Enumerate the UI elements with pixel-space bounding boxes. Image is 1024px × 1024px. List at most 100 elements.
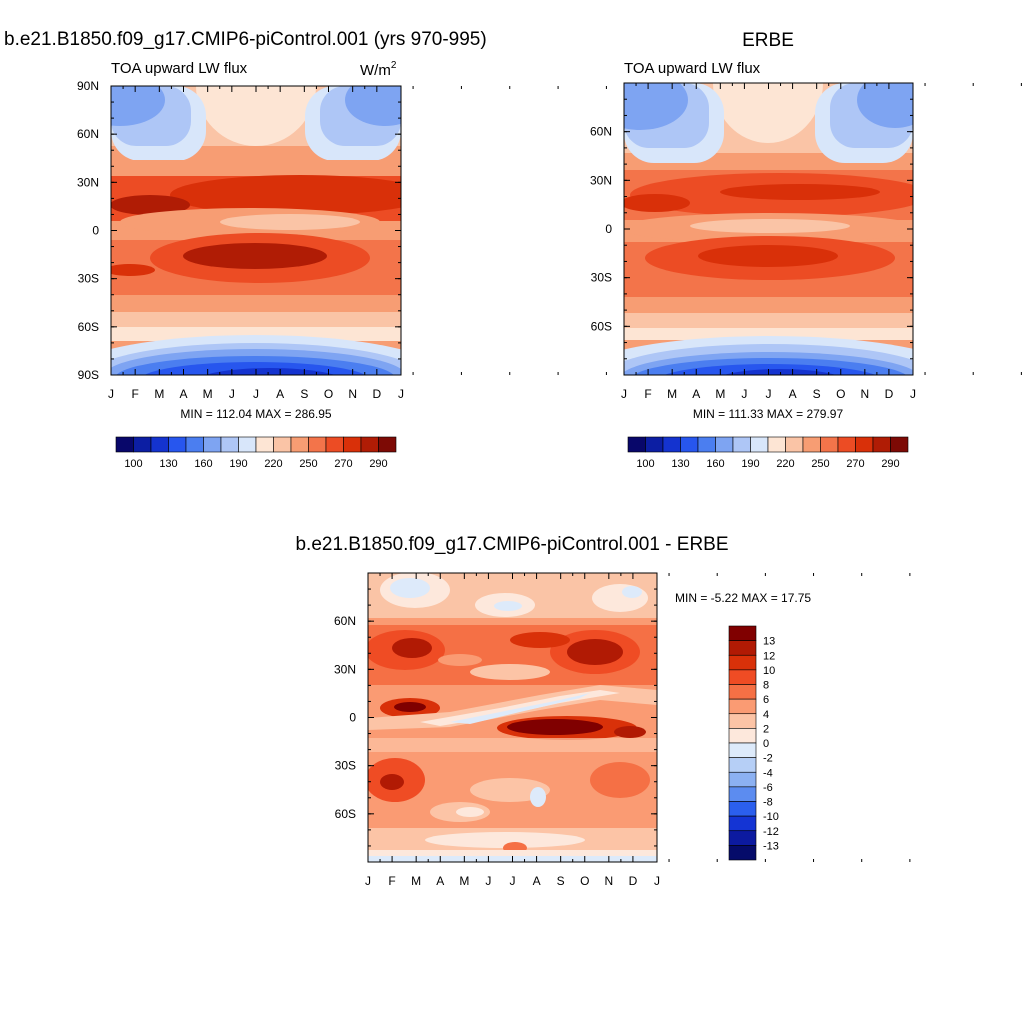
obs-colorbar-cell xyxy=(767,436,786,453)
obs-colorbar-cell xyxy=(645,436,664,453)
obs-colorbar-cell xyxy=(872,436,891,453)
diff-colorbar-label: 2 xyxy=(763,723,769,735)
model-x-tick-label: D xyxy=(372,387,381,401)
model-x-tick-label: M xyxy=(154,387,164,401)
model-colorbar-label: 270 xyxy=(334,458,352,470)
diff-x-tick-label: D xyxy=(629,874,638,888)
model-colorbar-cell xyxy=(378,436,397,453)
diff-x-tick-label: J xyxy=(365,874,371,888)
diff-colorbar-cell xyxy=(728,786,757,802)
diff-colorbar-cell xyxy=(728,742,757,758)
obs-x-tick-label: D xyxy=(885,387,894,401)
diff-colorbar-label: -4 xyxy=(763,767,773,779)
diff-colorbar-cell xyxy=(728,640,757,656)
model-colorbar-cell xyxy=(203,436,222,453)
model-colorbar-cell xyxy=(273,436,292,453)
obs-stats: MIN = 111.33 MAX = 279.97 xyxy=(693,407,844,421)
obs-x-tick-label: O xyxy=(836,387,845,401)
diff-colorbar-cell xyxy=(728,669,757,685)
model-colorbar-cell xyxy=(290,436,309,453)
diff-colorbar-cell xyxy=(728,757,757,773)
diff-colorbar-label: 6 xyxy=(763,694,769,706)
diff-x-tick-label: M xyxy=(459,874,469,888)
obs-x-tick-label: M xyxy=(667,387,677,401)
obs-subtitle: TOA upward LW flux xyxy=(624,60,761,77)
model-title: b.e21.B1850.f09_g17.CMIP6-piControl.001 … xyxy=(4,29,487,50)
obs-colorbar-cell xyxy=(820,436,839,453)
diff-colorbar-label: 13 xyxy=(763,636,775,648)
obs-colorbar-cell xyxy=(680,436,699,453)
model-x-tick-label: J xyxy=(229,387,235,401)
obs-y-tick-label: 60S xyxy=(591,319,612,333)
model-colorbar-cell xyxy=(325,436,344,453)
obs-axes: J F M A M J J A S O N D J 60N 30N 0 30S 60S xyxy=(590,82,1022,401)
model-colorbar-label: 220 xyxy=(264,458,282,470)
diff-colorbar-cell xyxy=(728,801,757,817)
diff-y-tick-label: 60N xyxy=(334,614,356,628)
obs-colorbar-cell xyxy=(662,436,681,453)
diff-x-tick-label: M xyxy=(411,874,421,888)
model-subtitle: TOA upward LW flux xyxy=(111,60,248,77)
obs-colorbar-cell xyxy=(837,436,856,453)
model-axes: J F M A M J J A S O N D J 90N 60N 30N 0 30S 60S 90S xyxy=(77,79,656,401)
model-x-tick-label: M xyxy=(203,387,213,401)
obs-colorbar-cell xyxy=(732,436,751,453)
obs-colorbar-label: 270 xyxy=(846,458,864,470)
model-colorbar-label: 190 xyxy=(229,458,247,470)
diff-axes: J F M A M J J A S O N D J 60N 30N 0 30S 60S xyxy=(334,572,911,888)
model-y-tick-label: 60S xyxy=(78,320,99,334)
diff-y-tick-label: 0 xyxy=(349,711,356,725)
diff-colorbar-cell xyxy=(728,830,757,846)
obs-colorbar-label: 250 xyxy=(811,458,829,470)
model-x-tick-label: S xyxy=(300,387,308,401)
obs-x-tick-label: J xyxy=(741,387,747,401)
diff-colorbar-label: 12 xyxy=(763,650,775,662)
diff-colorbar-cell xyxy=(728,728,757,744)
diff-colorbar-label: -10 xyxy=(763,811,779,823)
model-x-tick-label: N xyxy=(348,387,357,401)
model-x-tick-label: A xyxy=(276,387,284,401)
diff-title: b.e21.B1850.f09_g17.CMIP6-piControl.001 … xyxy=(295,534,728,555)
diff-stats: MIN = -5.22 MAX = 17.75 xyxy=(675,591,811,605)
diff-colorbar-label: -2 xyxy=(763,753,773,765)
diff-colorbar-label: 4 xyxy=(763,709,769,721)
obs-y-tick-label: 30S xyxy=(591,271,612,285)
model-y-tick-label: 30N xyxy=(77,175,99,189)
obs-colorbar-label: 290 xyxy=(881,458,899,470)
diff-colorbar-cell xyxy=(728,713,757,729)
model-y-tick-label: 90S xyxy=(78,368,99,382)
diff-colorbar-label: -12 xyxy=(763,826,779,838)
diff-x-tick-label: J xyxy=(510,874,516,888)
obs-colorbar-label: 100 xyxy=(636,458,654,470)
diff-field xyxy=(368,573,657,862)
diff-colorbar-cell xyxy=(728,771,757,788)
obs-x-tick-label: M xyxy=(715,387,725,401)
obs-x-tick-label: N xyxy=(860,387,869,401)
obs-colorbar-cell xyxy=(627,436,646,453)
model-units: W/m2 xyxy=(360,60,397,79)
model-colorbar-label: 160 xyxy=(194,458,212,470)
obs-colorbar-label: 220 xyxy=(776,458,794,470)
diff-colorbar-cell xyxy=(728,815,757,832)
obs-colorbar-label: 160 xyxy=(706,458,724,470)
obs-title: ERBE xyxy=(742,30,794,51)
diff-colorbar-label: 8 xyxy=(763,680,769,692)
diff-colorbar-cell xyxy=(728,654,757,671)
obs-colorbar-cell xyxy=(785,436,804,453)
diff-colorbar-label: -13 xyxy=(763,840,779,852)
model-y-tick-label: 0 xyxy=(92,224,99,238)
diff-y-tick-label: 30S xyxy=(335,759,356,773)
diff-colorbar-cell xyxy=(728,845,757,861)
diff-colorbar-label: 10 xyxy=(763,665,775,677)
obs-field xyxy=(624,83,913,375)
obs-y-tick-label: 0 xyxy=(605,222,612,236)
obs-colorbar-cell xyxy=(890,436,909,453)
obs-x-tick-label: J xyxy=(910,387,916,401)
obs-x-tick-label: S xyxy=(813,387,821,401)
diff-x-tick-label: F xyxy=(388,874,395,888)
model-y-tick-label: 60N xyxy=(77,127,99,141)
diff-colorbar: 13 12 10 8 6 4 2 0 -2 -4 -6 -8 -10 -12 -13 xyxy=(728,625,779,861)
model-colorbar-label: 100 xyxy=(124,458,142,470)
obs-colorbar-cell xyxy=(715,436,734,453)
